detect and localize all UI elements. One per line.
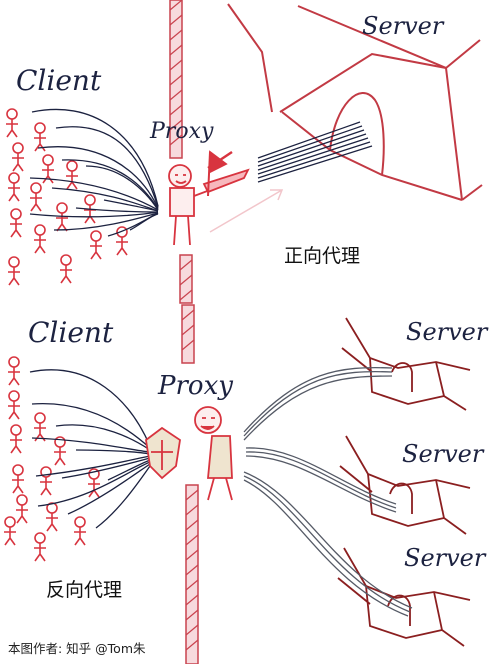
reverse-proxy-label: Proxy bbox=[157, 371, 233, 401]
forward-proxy-lines bbox=[257, 121, 373, 183]
reverse-server-lines bbox=[243, 367, 413, 617]
client-figure bbox=[90, 230, 102, 260]
client-figure bbox=[8, 356, 20, 386]
client-figure bbox=[56, 202, 68, 232]
client-figure bbox=[74, 516, 86, 546]
forward-proxy-label: Proxy bbox=[149, 119, 214, 144]
client-figure bbox=[16, 494, 28, 524]
client-figure bbox=[34, 412, 46, 442]
client-figure bbox=[10, 208, 22, 238]
client-figure bbox=[10, 424, 22, 454]
center-wall bbox=[169, 0, 199, 664]
forward-server-label: Server bbox=[362, 12, 445, 40]
client-figure bbox=[8, 390, 20, 420]
client-figure bbox=[42, 154, 54, 184]
forward-proxy-figure bbox=[168, 150, 250, 246]
client-figure bbox=[34, 224, 46, 254]
reverse-client-crowd bbox=[4, 356, 100, 562]
reverse-server-3 bbox=[337, 547, 471, 647]
client-figure bbox=[12, 142, 24, 172]
forward-client-lines bbox=[29, 108, 159, 237]
client-figure bbox=[34, 122, 46, 152]
reverse-server-label-1: Server bbox=[406, 318, 489, 346]
client-figure bbox=[88, 468, 100, 498]
client-figure bbox=[40, 466, 52, 496]
reverse-server-1 bbox=[341, 317, 471, 411]
client-figure bbox=[66, 160, 78, 190]
author-credit: 本图作者: 知乎 @Tom朱 bbox=[8, 641, 146, 656]
client-figure bbox=[12, 464, 24, 494]
client-figure bbox=[60, 254, 72, 284]
client-figure bbox=[8, 256, 20, 286]
client-figure bbox=[84, 194, 96, 224]
reverse-server-label-3: Server bbox=[404, 544, 487, 572]
client-figure bbox=[30, 182, 42, 212]
reverse-server-label-2: Server bbox=[402, 440, 485, 468]
client-figure bbox=[116, 226, 128, 256]
shield-icon bbox=[145, 426, 181, 480]
reverse-client-label: Client bbox=[28, 316, 114, 349]
forward-client-label: Client bbox=[16, 64, 102, 97]
client-figure bbox=[46, 502, 58, 532]
forward-caption: 正向代理 bbox=[284, 245, 360, 267]
reverse-caption: 反向代理 bbox=[46, 579, 122, 601]
client-figure bbox=[6, 108, 18, 138]
reverse-server-2 bbox=[339, 435, 471, 535]
client-figure bbox=[54, 436, 66, 466]
forward-arrow bbox=[209, 189, 284, 233]
forward-server-building bbox=[227, 3, 483, 201]
forward-client-crowd bbox=[6, 108, 128, 286]
client-figure bbox=[4, 516, 16, 546]
reverse-client-lines bbox=[29, 369, 151, 529]
reverse-proxy-figure bbox=[145, 406, 233, 501]
client-figure bbox=[34, 532, 46, 562]
client-figure bbox=[8, 172, 20, 202]
